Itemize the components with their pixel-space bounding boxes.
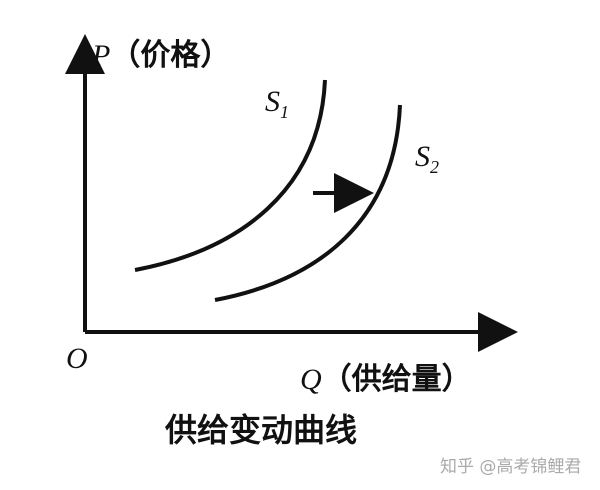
x-axis-label: Q（供给量）: [300, 354, 472, 398]
p-symbol: P: [92, 39, 111, 72]
s1-sub: 1: [280, 102, 289, 122]
s1-name: S: [265, 85, 280, 118]
watermark: 知乎 @高考锦鲤君: [440, 457, 582, 477]
s1-label: S1: [265, 85, 289, 123]
price-label: （价格）: [110, 38, 231, 73]
s2-label: S2: [415, 140, 439, 178]
s2-name: S: [415, 140, 430, 173]
q-symbol: Q: [300, 363, 322, 396]
supply-curve-s1: [134, 79, 327, 272]
quantity-label: （供给量）: [321, 362, 472, 397]
y-axis-label: P（价格）: [92, 30, 230, 74]
s2-sub: 2: [430, 157, 439, 177]
caption: 供给变动曲线: [165, 411, 358, 449]
supply-curve-s2: [214, 104, 402, 302]
origin-label: O: [66, 342, 88, 375]
